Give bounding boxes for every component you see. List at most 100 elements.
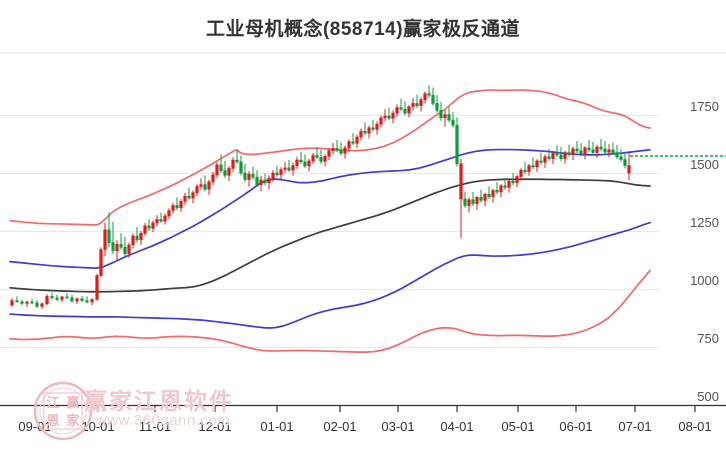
candle-body <box>451 119 455 126</box>
candle-body <box>203 184 207 190</box>
x-axis-tick-label: 06-01 <box>559 419 592 434</box>
candle-body <box>223 170 227 176</box>
candle-body <box>287 167 291 171</box>
candle-body <box>45 296 49 305</box>
candle-body <box>491 190 495 197</box>
candle-body <box>535 160 539 168</box>
candle-body <box>591 149 595 153</box>
candle-body <box>303 161 307 167</box>
candle-body <box>10 300 14 306</box>
candle-body <box>559 154 563 159</box>
x-axis-tick-label: 07-01 <box>618 419 651 434</box>
candle-body <box>483 194 487 201</box>
candle-body <box>119 244 123 248</box>
candle-body <box>271 172 275 179</box>
band-line <box>9 148 651 269</box>
candle-body <box>579 150 583 155</box>
candle-body <box>247 173 251 180</box>
candle-body <box>519 169 523 177</box>
candle-body <box>327 150 331 157</box>
candle-body <box>123 246 127 255</box>
candle-body <box>575 148 579 152</box>
candle-body <box>427 93 431 96</box>
candle-body <box>40 303 44 307</box>
candle-body <box>319 156 323 162</box>
candle-body <box>379 117 383 125</box>
candle-body <box>295 159 299 166</box>
candle-body <box>467 199 471 206</box>
candle-body <box>107 229 111 243</box>
candle-body <box>243 172 247 180</box>
candle-body <box>599 146 603 150</box>
candle-body <box>383 115 387 119</box>
candle-body <box>147 225 151 229</box>
candle-body <box>95 275 99 300</box>
candle-body <box>547 156 551 159</box>
candle-body <box>267 177 271 184</box>
candle-body <box>103 229 107 250</box>
candle-body <box>75 298 79 302</box>
candle-body <box>595 146 599 153</box>
candle-body <box>127 244 131 255</box>
candle-body <box>331 148 335 152</box>
candle-body <box>339 149 343 154</box>
candle-body <box>375 123 379 130</box>
candle-body <box>455 124 459 165</box>
candle-body <box>411 103 415 107</box>
y-axis-tick-label: 500 <box>697 389 719 404</box>
candle-body <box>415 103 419 107</box>
candle-body <box>70 297 74 302</box>
band-series <box>9 89 651 353</box>
x-axis-tick-label: 11-01 <box>139 419 171 434</box>
candle-body <box>495 190 499 193</box>
candle-body <box>239 161 243 174</box>
candle-body <box>195 186 199 194</box>
candle-body <box>423 93 427 100</box>
y-axis-labels: 1750 1500 1250 1000 750 500 <box>690 99 719 404</box>
candle-body <box>263 179 267 184</box>
candle-body <box>235 159 239 163</box>
candle-body <box>371 127 375 130</box>
candle-body <box>323 155 327 162</box>
candle-body <box>511 180 515 184</box>
candle-body <box>15 300 19 303</box>
candle-body <box>363 130 367 134</box>
candle-body <box>431 94 435 104</box>
candle-body <box>499 185 503 193</box>
candle-body <box>311 155 315 162</box>
page-title: 工业母机概念(858714)赢家极反通道 <box>205 19 521 40</box>
candle-body <box>227 168 231 176</box>
candle-body <box>607 149 611 153</box>
candle-body <box>471 199 475 204</box>
candle-body <box>419 99 423 107</box>
candle-body <box>351 141 355 144</box>
candle-body <box>131 235 135 246</box>
candle-body <box>627 165 631 174</box>
candle-body <box>583 147 587 155</box>
candle-body <box>539 160 543 163</box>
candle-body <box>65 296 69 299</box>
candle-body <box>563 152 567 159</box>
band-line <box>9 221 651 329</box>
candle-body <box>555 152 559 156</box>
candle-body <box>567 152 571 155</box>
candle-body <box>175 205 179 209</box>
candle-body <box>447 114 451 121</box>
candle-body <box>231 159 235 169</box>
candle-body <box>207 181 211 190</box>
candle-body <box>85 300 89 303</box>
candle-body <box>99 249 103 276</box>
y-axis-tick-label: 1500 <box>690 157 719 172</box>
candle-body <box>163 215 167 222</box>
x-axis-tick-label: 03-01 <box>381 419 414 434</box>
band-line <box>9 89 651 226</box>
candle-body <box>515 176 519 184</box>
candle-body <box>159 219 163 222</box>
y-axis-tick-label: 1250 <box>690 215 719 230</box>
x-axis-labels: 09-01 10-01 11-01 12-01 01-01 02-01 03-01 04-01… <box>18 419 711 434</box>
y-axis-tick-label: 1750 <box>690 99 719 114</box>
candle-body <box>90 299 94 303</box>
candle-body <box>347 141 351 149</box>
candle-body <box>399 107 403 110</box>
